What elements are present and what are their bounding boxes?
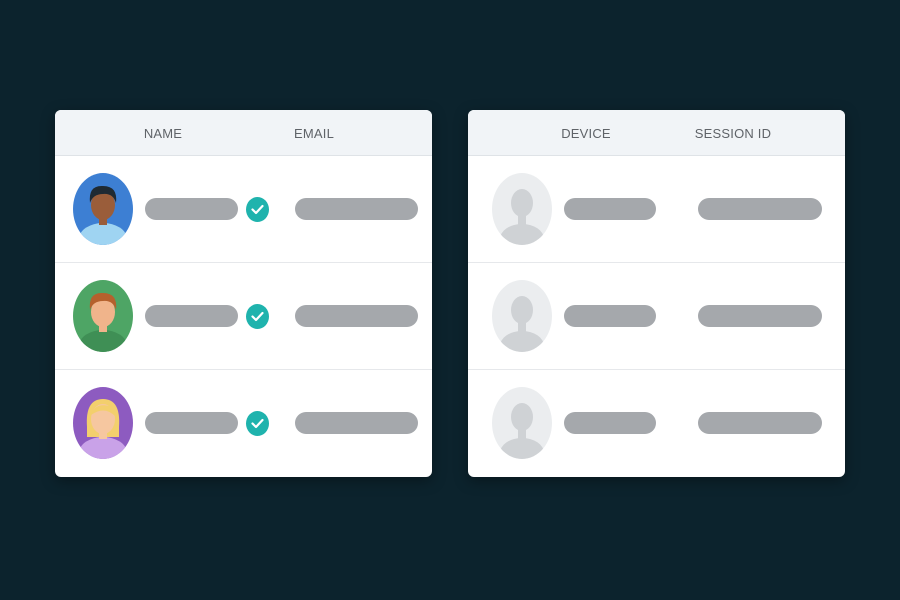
table-header: NAME EMAIL — [55, 110, 432, 156]
column-header-name[interactable]: NAME — [143, 126, 183, 141]
placeholder-user-icon — [492, 173, 552, 245]
session-id-placeholder — [698, 198, 822, 220]
placeholder-user-icon — [492, 280, 552, 352]
table-row[interactable] — [55, 156, 432, 263]
table-header: DEVICE SESSION ID — [468, 110, 845, 156]
table-row[interactable] — [468, 156, 845, 263]
name-placeholder — [145, 305, 238, 327]
column-header-device[interactable]: DEVICE — [561, 126, 611, 141]
device-placeholder — [564, 305, 656, 327]
table-row[interactable] — [468, 263, 845, 370]
email-placeholder — [295, 305, 418, 327]
device-placeholder — [564, 198, 656, 220]
table-row[interactable] — [55, 370, 432, 476]
avatar-man-red-hair — [73, 280, 133, 352]
verified-check-icon — [246, 411, 269, 436]
placeholder-user-icon — [492, 387, 552, 459]
device-placeholder — [564, 412, 656, 434]
column-header-email[interactable]: EMAIL — [293, 126, 335, 141]
avatar-woman-blonde — [73, 387, 133, 459]
column-header-session-id[interactable]: SESSION ID — [694, 126, 772, 141]
session-id-placeholder — [698, 412, 822, 434]
email-placeholder — [295, 198, 418, 220]
name-placeholder — [145, 412, 238, 434]
avatar-man-dark-hair — [73, 173, 133, 245]
session-id-placeholder — [698, 305, 822, 327]
table-row[interactable] — [55, 263, 432, 370]
email-placeholder — [295, 412, 418, 434]
verified-check-icon — [246, 304, 269, 329]
name-placeholder — [145, 198, 238, 220]
sessions-table: DEVICE SESSION ID — [468, 110, 845, 477]
table-row[interactable] — [468, 370, 845, 476]
users-table: NAME EMAIL — [55, 110, 432, 477]
verified-check-icon — [246, 197, 269, 222]
